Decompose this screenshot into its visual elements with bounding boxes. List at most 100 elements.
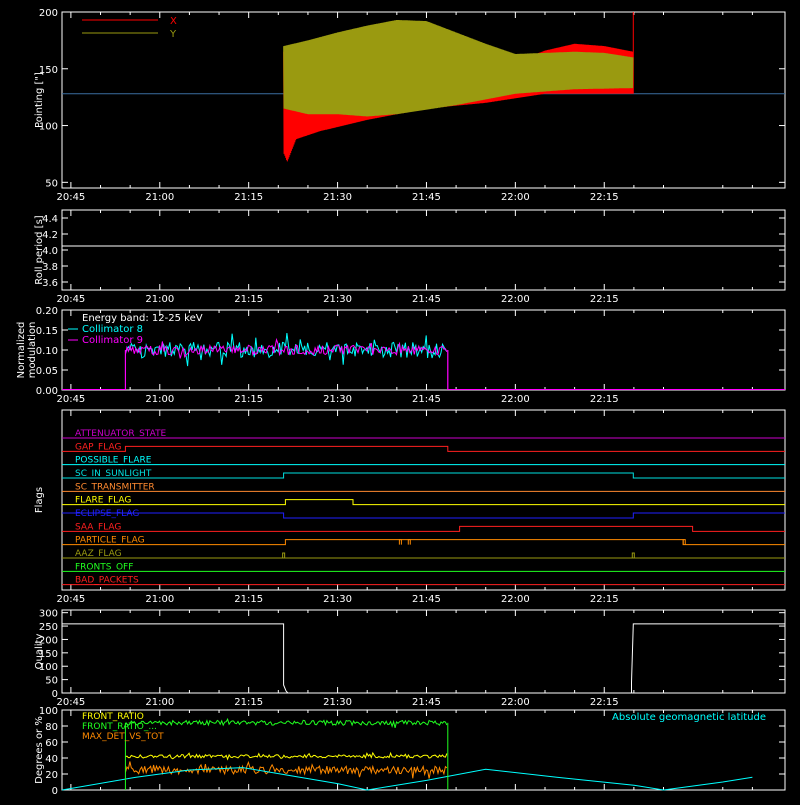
- series-front-ratioline: [125, 751, 448, 761]
- flag-label: SC_IN_SUNLIGHT: [75, 469, 152, 479]
- x-tick-label: 21:15: [234, 294, 263, 305]
- panel-frame: [61, 709, 786, 791]
- x-tick-label: 21:00: [145, 394, 174, 405]
- legend-label: FRONT_RATIO: [82, 712, 144, 722]
- x-tick-label: 21:45: [412, 192, 441, 203]
- x-tick-label: 22:00: [501, 192, 530, 203]
- flag-label: BAD_PACKETS: [75, 576, 139, 586]
- series-collimator-8-line: [124, 333, 448, 367]
- panel-flags: 20:45 21:00 21:15 21:30 21:45 22:00 22:15 Flags…: [34, 409, 786, 605]
- flag-spike: [407, 539, 411, 545]
- series-max-det-vs-totline: [124, 760, 448, 779]
- y-tick-label: 40: [45, 754, 58, 765]
- y-tick-label: 20: [45, 770, 58, 781]
- x-tick-label: 22:00: [501, 294, 530, 305]
- x-tick-label: 21:00: [145, 192, 174, 203]
- x-tick-label: 22:15: [590, 394, 619, 405]
- x-tick-label: 21:15: [234, 697, 263, 708]
- y-tick-label: 100: [39, 706, 58, 717]
- x-tick-label: 21:30: [323, 192, 352, 203]
- series-collimator-9-line: [124, 337, 448, 359]
- y-axis-label: Normalizedmodulation: [16, 322, 38, 379]
- x-tick-label: 21:15: [234, 394, 263, 405]
- flag-line-particle_flag: [62, 539, 785, 546]
- x-tick-label: 22:15: [590, 294, 619, 305]
- series-y-line: [283, 19, 634, 117]
- legend-label: MAX_DET_VS_TOT: [82, 732, 164, 742]
- panel-frame: [61, 209, 786, 291]
- panel-frame: [61, 609, 786, 694]
- x-tick-label: 21:00: [145, 594, 174, 605]
- legend-label: X: [170, 16, 177, 27]
- panel-modulation: 20:45 21:00 21:15 21:30 21:45 22:00 22:15 0.00 0…: [16, 306, 786, 405]
- x-tick-label: 20:45: [56, 394, 85, 405]
- x-tick-label: 21:30: [323, 594, 352, 605]
- x-tick-label: 20:45: [56, 697, 85, 708]
- legend-label: Y: [169, 29, 177, 40]
- flag-label: AAZ_FLAG: [75, 549, 122, 559]
- y-axis-label-line: modulation: [27, 322, 38, 379]
- x-tick-label: 21:15: [234, 594, 263, 605]
- flag-line-flare_flag: [62, 499, 785, 506]
- legend-label: Collimator 9: [82, 335, 143, 346]
- x-tick-label: 20:45: [56, 192, 85, 203]
- x-tick-label: 21:45: [412, 294, 441, 305]
- y-axis-label: Quality: [34, 634, 45, 670]
- x-tick-label: 22:00: [501, 594, 530, 605]
- quality-line: [62, 623, 785, 694]
- y-tick-label: 4.2: [42, 230, 58, 241]
- flag-label: SC_TRANSMITTER: [75, 482, 155, 492]
- flag-line-gap_flag: [62, 445, 785, 452]
- y-tick-label: 200: [39, 8, 58, 19]
- y-tick-label: 250: [39, 622, 58, 633]
- y-tick-label: 100: [39, 122, 58, 133]
- y-axis-label: Roll period [s]: [34, 215, 45, 284]
- flag-label: SAA_FLAG: [75, 522, 121, 532]
- y-tick-label: 4.0: [42, 246, 58, 257]
- y-tick-label: 80: [45, 722, 58, 733]
- flag-label: GAP_FLAG: [75, 442, 121, 452]
- legend-label: FRONT_RATIO_...: [82, 722, 157, 732]
- y-tick-label: 3.6: [42, 278, 58, 289]
- x-tick-label: 22:15: [590, 697, 619, 708]
- y-tick-label: 4.4: [42, 214, 58, 225]
- flag-label: FLARE_FLAG: [75, 496, 131, 506]
- panel-roll: 20:45 21:00 21:15 21:30 21:45 22:00 22:15 3.6 3.…: [34, 209, 786, 305]
- y-tick-label: 50: [45, 676, 58, 687]
- legend-label: Energy band: 12-25 keV: [82, 313, 203, 324]
- flag-label: PARTICLE_FLAG: [75, 536, 145, 546]
- y-tick-label: 150: [39, 65, 58, 76]
- y-axis-label: Degrees or %: [34, 716, 45, 784]
- legend-label: Collimator 8: [82, 324, 143, 335]
- y-tick-label: 200: [39, 635, 58, 646]
- y-tick-label: 60: [45, 738, 58, 749]
- y-tick-label: 0.05: [36, 366, 58, 377]
- x-tick-label: 22:00: [501, 697, 530, 708]
- panel-pointing: 20:45 21:00 21:15 21:30 21:45 22:00 22:15 50 100…: [34, 8, 786, 203]
- flag-spike: [631, 552, 635, 558]
- x-tick-label: 20:45: [56, 594, 85, 605]
- y-axis-label: Pointing ["]: [34, 72, 45, 128]
- y-tick-label: 0: [52, 689, 58, 700]
- x-tick-label: 21:45: [412, 394, 441, 405]
- flag-label: ATTENUATOR_STATE: [75, 429, 167, 439]
- panel-frame: [61, 11, 786, 189]
- flag-label: POSSIBLE_FLARE: [75, 456, 152, 466]
- y-tick-label: 3.8: [42, 262, 58, 273]
- legend-label: Absolute geomagnetic latitude: [612, 712, 766, 723]
- flag-spike: [682, 539, 686, 545]
- y-tick-label: 100: [39, 662, 58, 673]
- flag-line-eclipse_flag: [62, 512, 785, 519]
- x-tick-label: 21:15: [234, 192, 263, 203]
- x-tick-label: 22:15: [590, 192, 619, 203]
- y-axis-label: Flags: [34, 487, 45, 513]
- y-tick-label: 0.10: [36, 346, 58, 357]
- x-tick-label: 21:45: [412, 594, 441, 605]
- series-geomagnetic-latitude-line: [61, 767, 753, 791]
- x-tick-label: 21:00: [145, 294, 174, 305]
- y-tick-label: 0.15: [36, 326, 58, 337]
- x-tick-label: 21:45: [412, 697, 441, 708]
- x-tick-label: 22:00: [501, 394, 530, 405]
